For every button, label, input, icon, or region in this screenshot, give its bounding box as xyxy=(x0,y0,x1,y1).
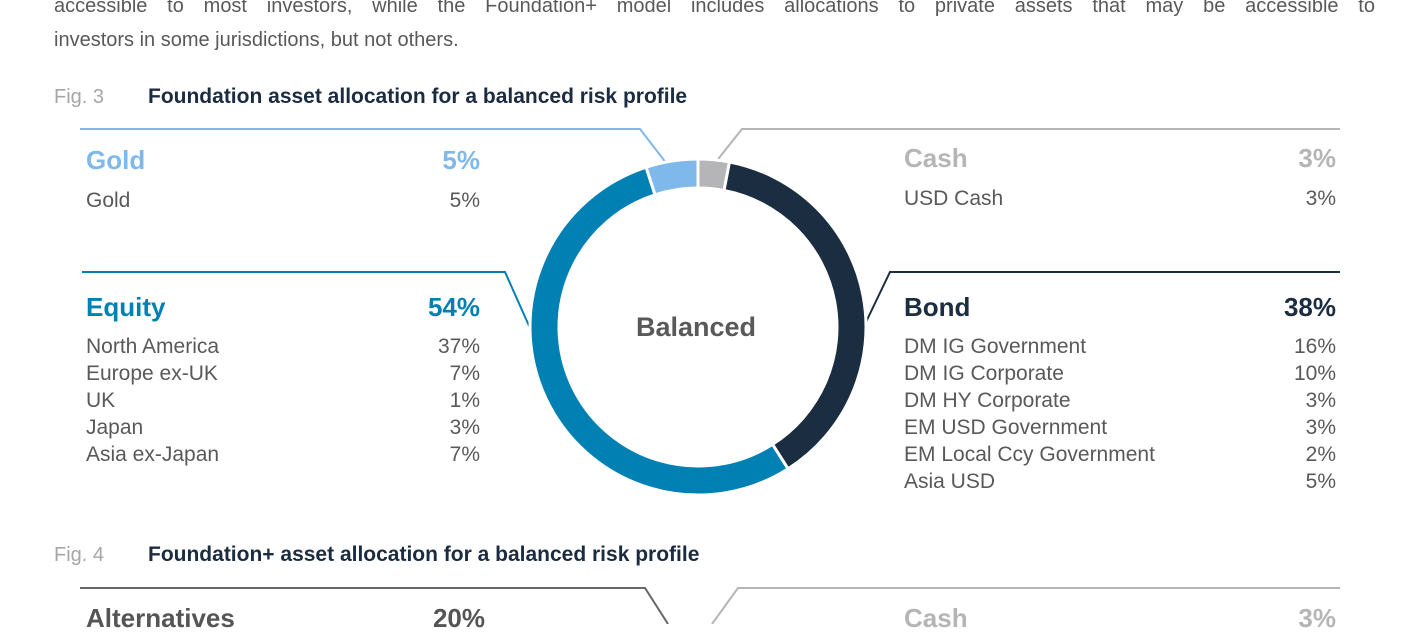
bond-category-label: Bond xyxy=(904,292,971,322)
cash-item-name: USD Cash xyxy=(904,187,1004,210)
bond-item-value: 10% xyxy=(1293,362,1336,385)
equity-item-name: Europe ex-UK xyxy=(86,362,218,385)
bond-item-list: DM IG Government DM IG Corporate DM HY C… xyxy=(904,333,1155,495)
equity-item-name: Asia ex-Japan xyxy=(86,443,220,466)
donut-center-label: Balanced xyxy=(636,312,757,342)
bond-item-value: 3% xyxy=(1305,416,1336,439)
bond-percent: 38% xyxy=(1283,292,1336,322)
bond-item-name: Asia USD xyxy=(904,470,996,493)
bond-item-value: 5% xyxy=(1305,470,1336,493)
equity-item-value: 1% xyxy=(449,389,480,412)
cash-item-value: 3% xyxy=(1305,187,1336,210)
alternatives-connector-line xyxy=(80,587,669,624)
bond-item-name: DM HY Corporate xyxy=(904,389,1071,412)
bond-item-name: EM Local Ccy Government xyxy=(904,443,1155,466)
alternatives-category-label: Alternatives xyxy=(86,603,235,633)
cash-connector-line xyxy=(714,128,1340,164)
equity-value-list: 37% 7% 1% 3% 7% xyxy=(380,333,480,468)
cash-connector-line-fig4 xyxy=(711,587,1340,624)
bond-item-value: 2% xyxy=(1305,443,1336,466)
equity-connector-line xyxy=(82,271,531,329)
cash-percent-fig4: 3% xyxy=(1298,603,1336,633)
figure-number: Fig. 3 xyxy=(54,86,105,108)
gold-item-name: Gold xyxy=(86,189,131,212)
cash-category-label: Cash xyxy=(904,143,968,173)
figure-title-fig4: Foundation+ asset allocation for a balan… xyxy=(148,543,700,566)
equity-category-label: Equity xyxy=(86,292,166,322)
gold-item-value: 5% xyxy=(449,189,480,212)
equity-item-value: 7% xyxy=(449,362,480,385)
bond-item-name: EM USD Government xyxy=(904,416,1108,439)
equity-item-value: 3% xyxy=(449,416,480,439)
bond-item-value: 3% xyxy=(1305,389,1336,412)
equity-item-name: Japan xyxy=(86,416,144,439)
equity-item-name: UK xyxy=(86,389,116,412)
cash-category-label-fig4: Cash xyxy=(904,603,968,633)
bond-item-name: DM IG Government xyxy=(904,335,1087,358)
gold-connector-line xyxy=(80,128,671,169)
bond-connector-line xyxy=(865,271,1340,323)
gold-slice xyxy=(644,157,700,197)
bond-item-value: 16% xyxy=(1293,335,1336,358)
equity-percent: 54% xyxy=(427,292,480,322)
cash-percent: 3% xyxy=(1298,143,1336,173)
equity-item-value: 37% xyxy=(437,335,480,358)
intro-line-2: investors in some jurisdictions, but not… xyxy=(54,29,459,51)
bond-value-list: 16% 10% 3% 3% 2% 5% xyxy=(1236,333,1336,495)
alternatives-percent: 20% xyxy=(432,603,485,633)
equity-item-value: 7% xyxy=(449,443,480,466)
equity-item-name: North America xyxy=(86,335,220,358)
gold-percent: 5% xyxy=(442,145,480,175)
bond-item-name: DM IG Corporate xyxy=(904,362,1064,385)
equity-item-list: North America Europe ex-UK UK Japan Asia… xyxy=(86,333,219,468)
figure-number-fig4: Fig. 4 xyxy=(54,544,105,566)
gold-category-label: Gold xyxy=(86,145,146,175)
figure-title: Foundation asset allocation for a balanc… xyxy=(148,85,688,108)
intro-line-1: accessible to most investors, while the … xyxy=(54,0,1375,17)
